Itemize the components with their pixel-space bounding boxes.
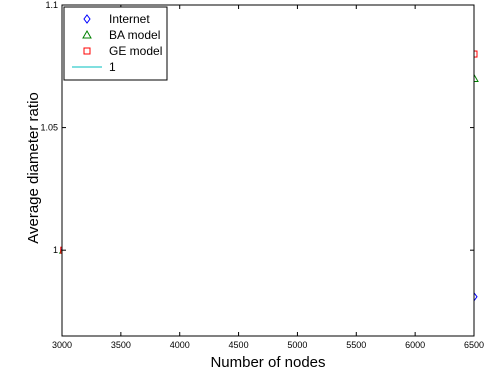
legend-label-ge-model: GE model: [109, 44, 162, 58]
legend-swatch-internet: [83, 14, 91, 24]
axes: 3000 3500 4000 4500 5000 5500 6000 6500 1 1.05 1.1: [40, 0, 484, 350]
x-tick-label: 5500: [346, 340, 366, 350]
y-axis-label: Average diameter ratio: [25, 92, 42, 243]
y-tick-label: 1.05: [40, 123, 58, 133]
x-tick-label: 3500: [111, 340, 131, 350]
x-tick-label: 4000: [170, 340, 190, 350]
legend-label-ba-model: BA model: [109, 28, 160, 42]
x-tick-label: 4500: [229, 340, 249, 350]
x-tick-label: 6000: [405, 340, 425, 350]
legend-label-1: 1: [109, 60, 116, 74]
x-axis-label: Number of nodes: [210, 354, 325, 371]
legend-box: [63, 6, 168, 81]
legend-label-internet: Internet: [109, 12, 150, 26]
legend-swatch-ba-model: [82, 29, 92, 39]
x-tick-label: 6500: [464, 340, 484, 350]
legend-swatch-ge-model: [83, 47, 91, 55]
y-tick-label: 1: [53, 245, 58, 255]
x-tick-label: 3000: [52, 340, 72, 350]
legend: Internet BA model GE model 1: [63, 6, 168, 81]
y-tick-label: 1.1: [45, 0, 58, 10]
x-tick-label: 5000: [287, 340, 307, 350]
